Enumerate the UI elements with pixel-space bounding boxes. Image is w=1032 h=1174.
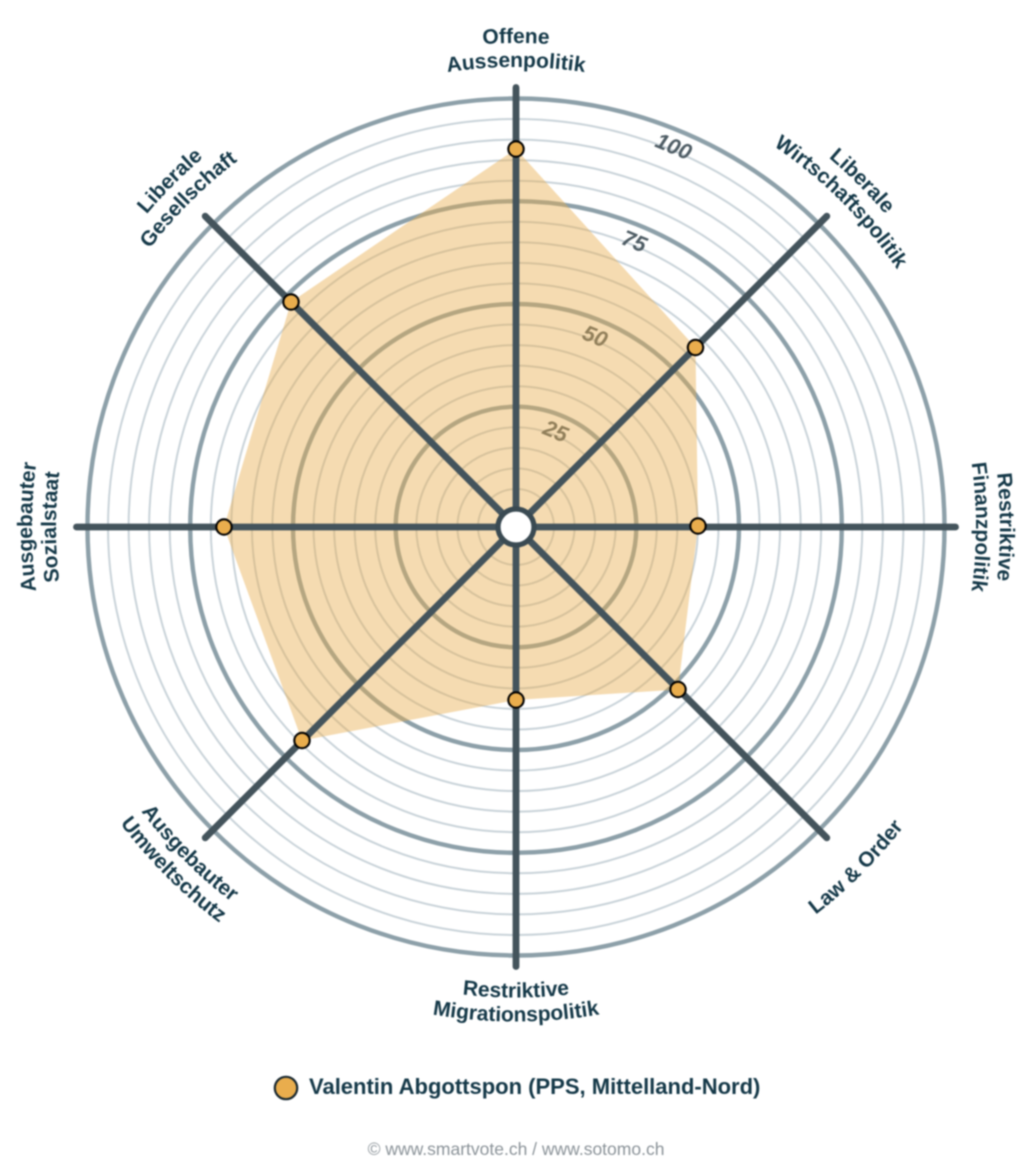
svg-text:Finanzpolitik: Finanzpolitik [967,461,994,594]
svg-text:Sozialstaat: Sozialstaat [38,470,64,583]
svg-text:Offene: Offene [482,25,550,49]
svg-text:Valentin Abgottspon (PPS, Mitt: Valentin Abgottspon (PPS, Mittelland-Nor… [309,1074,760,1099]
svg-text:Restriktive: Restriktive [462,977,570,1003]
svg-text:© www.smartvote.ch / www.sotom: © www.smartvote.ch / www.sotomo.ch [368,1139,665,1159]
